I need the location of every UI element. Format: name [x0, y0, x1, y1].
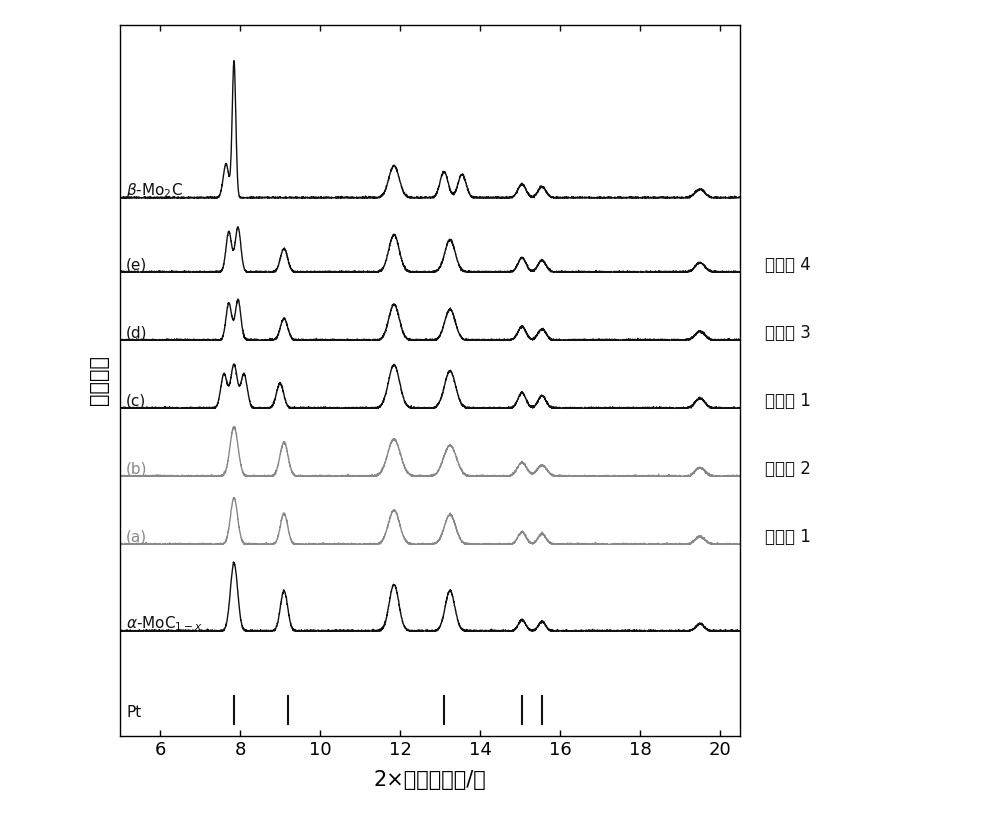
Text: (e): (e)	[126, 257, 147, 272]
Text: $\alpha$-MoC$_{1-x}$: $\alpha$-MoC$_{1-x}$	[126, 614, 203, 633]
Text: (c): (c)	[126, 393, 146, 408]
Text: 实施例 1: 实施例 1	[765, 528, 811, 546]
Text: (d): (d)	[126, 326, 148, 340]
Text: 实施例 4: 实施例 4	[765, 256, 811, 274]
Text: (b): (b)	[126, 461, 148, 476]
Text: 实施例 3: 实施例 3	[765, 324, 811, 342]
Text: Pt: Pt	[126, 705, 141, 720]
Y-axis label: 信号强度: 信号强度	[89, 355, 109, 406]
Text: 实施例 2: 实施例 2	[765, 460, 811, 478]
Text: (a): (a)	[126, 529, 147, 545]
Text: 对比例 1: 对比例 1	[765, 392, 811, 410]
Text: $\beta$-Mo$_2$C: $\beta$-Mo$_2$C	[126, 181, 183, 200]
X-axis label: 2×衍射角强度/角: 2×衍射角强度/角	[374, 771, 486, 790]
